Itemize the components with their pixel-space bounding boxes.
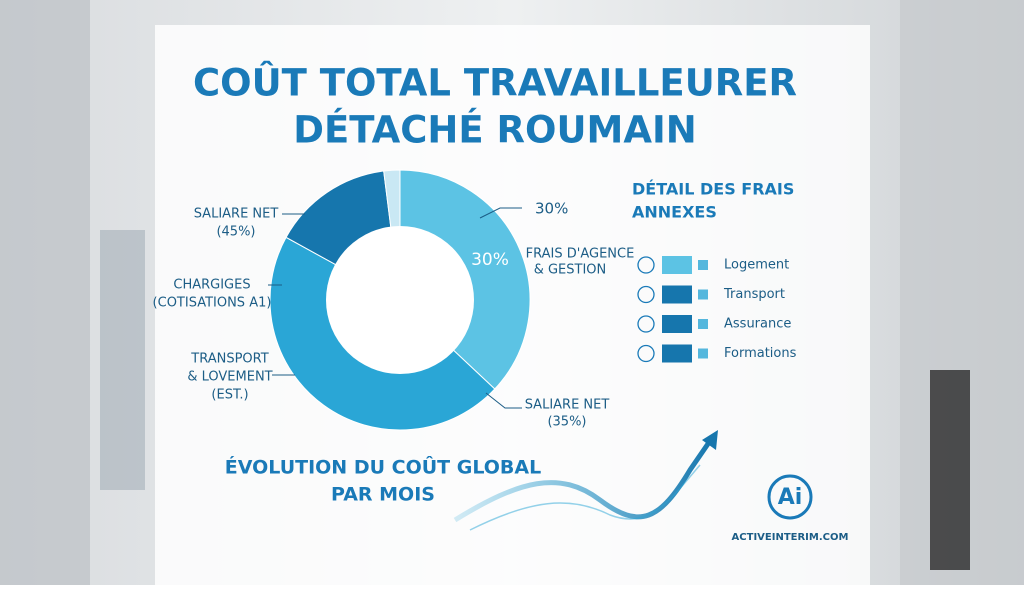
leader — [485, 392, 522, 409]
title: COÛT TOTAL TRAVAILLEURER — [193, 61, 797, 105]
label: 30% — [535, 200, 568, 218]
label: SALIARE NET — [525, 398, 610, 413]
legend-swatch — [662, 315, 692, 333]
legend-swatch — [662, 285, 692, 304]
arrow-head — [702, 430, 718, 450]
donut-hole — [326, 226, 474, 374]
evolution-title: ÉVOLUTION DU COÛT GLOBAL — [225, 455, 541, 479]
legend-label: Logement — [724, 258, 789, 273]
label: & LOVEMENT — [187, 370, 272, 385]
chair — [930, 370, 970, 570]
site: ACTIVEINTERIM.COM — [732, 532, 849, 543]
legend-icon — [637, 315, 655, 333]
label: (35%) — [547, 415, 586, 430]
legend-icon — [698, 289, 708, 300]
logo-ring — [767, 474, 813, 520]
legend-icon — [637, 256, 655, 274]
leader — [479, 207, 522, 219]
label: CHARGIGES — [173, 278, 250, 293]
trend-line — [469, 464, 701, 531]
logo: Ai — [778, 485, 803, 510]
legend-swatch — [662, 256, 692, 274]
label: FRAIS D'AGENCE — [526, 247, 635, 262]
leaders — [268, 207, 522, 409]
evolution-title: PAR MOIS — [331, 484, 435, 506]
label: SALIARE NET — [194, 207, 279, 222]
label: 30% — [471, 250, 509, 270]
window-frame — [0, 0, 90, 585]
title: DÉTACHÉ ROUMAIN — [293, 108, 696, 152]
legend-label: Formations — [724, 346, 797, 361]
legend-icon — [698, 348, 708, 359]
legend-icon — [698, 319, 708, 329]
label: & GESTION — [534, 263, 607, 278]
detail-title: DÉTAIL DES FRAIS — [632, 180, 794, 199]
legend: Logement Transport Assurance Formations — [637, 256, 797, 363]
legend-icon — [637, 344, 655, 363]
legend-icon — [637, 285, 655, 304]
legend-label: Assurance — [724, 317, 791, 332]
label: (EST.) — [211, 388, 248, 403]
detail-title: ANNEXES — [632, 203, 717, 222]
legend-swatch — [662, 344, 692, 363]
left-labels: SALIARE NET (45%) CHARGIGES (COTISATIONS… — [153, 207, 279, 403]
legend-label: Transport — [723, 287, 785, 302]
label: TRANSPORT — [190, 352, 268, 367]
building — [100, 230, 145, 490]
label: (COTISATIONS A1) — [153, 296, 272, 311]
legend-icon — [698, 260, 708, 270]
label: (45%) — [216, 225, 255, 240]
